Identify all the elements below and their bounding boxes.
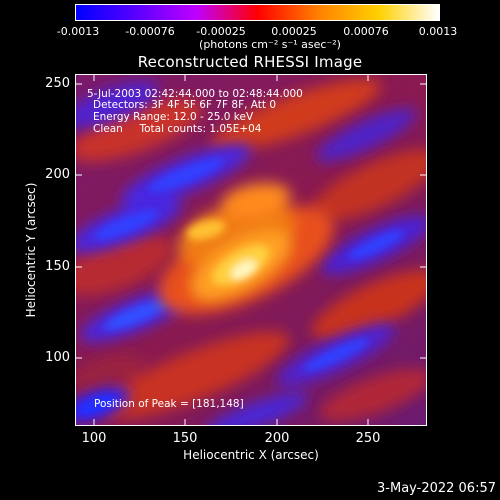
y-tick-label: 150 bbox=[45, 259, 70, 274]
colorbar-tick-label: 0.0013 bbox=[418, 25, 458, 38]
y-tick-label: 250 bbox=[45, 76, 70, 91]
colorbar-tick-label: -0.0013 bbox=[56, 25, 100, 38]
info-time: 5-Jul-2003 02:42:44.000 to 02:48:44.000 bbox=[87, 88, 303, 100]
x-axis-label: Heliocentric X (arcsec) bbox=[183, 448, 319, 462]
footer-date: 3-May-2022 06:57 bbox=[377, 481, 496, 496]
colorbar-units: (photons cm⁻² s⁻¹ asec⁻²) bbox=[199, 38, 341, 51]
info-detectors: Detectors: 3F 4F 5F 6F 7F 8F, Att 0 bbox=[93, 99, 277, 111]
x-tick-label: 100 bbox=[81, 431, 107, 446]
info-method: Clean Total counts: 1.05E+04 bbox=[93, 123, 262, 135]
info-energy: Energy Range: 12.0 - 25.0 keV bbox=[93, 111, 254, 123]
colorbar-tick-label: -0.00076 bbox=[125, 25, 175, 38]
colorbar bbox=[75, 4, 440, 21]
plot-title: Reconstructed RHESSI Image bbox=[137, 53, 363, 71]
y-axis-label: Heliocentric Y (arcsec) bbox=[24, 182, 38, 318]
x-tick-label: 150 bbox=[172, 431, 198, 446]
info-peak: Position of Peak = [181,148] bbox=[94, 398, 244, 410]
x-tick-label: 200 bbox=[264, 431, 290, 446]
rhessi-image: 5-Jul-2003 02:42:44.000 to 02:48:44.000 … bbox=[75, 74, 427, 426]
colorbar-tick-label: -0.00025 bbox=[196, 25, 246, 38]
colorbar-tick-label: 0.00025 bbox=[271, 25, 317, 38]
image-map bbox=[76, 75, 426, 425]
colorbar-tick-label: 0.00076 bbox=[343, 25, 389, 38]
y-tick-label: 100 bbox=[45, 350, 70, 365]
x-tick-label: 250 bbox=[355, 431, 381, 446]
y-tick-label: 200 bbox=[45, 167, 70, 182]
